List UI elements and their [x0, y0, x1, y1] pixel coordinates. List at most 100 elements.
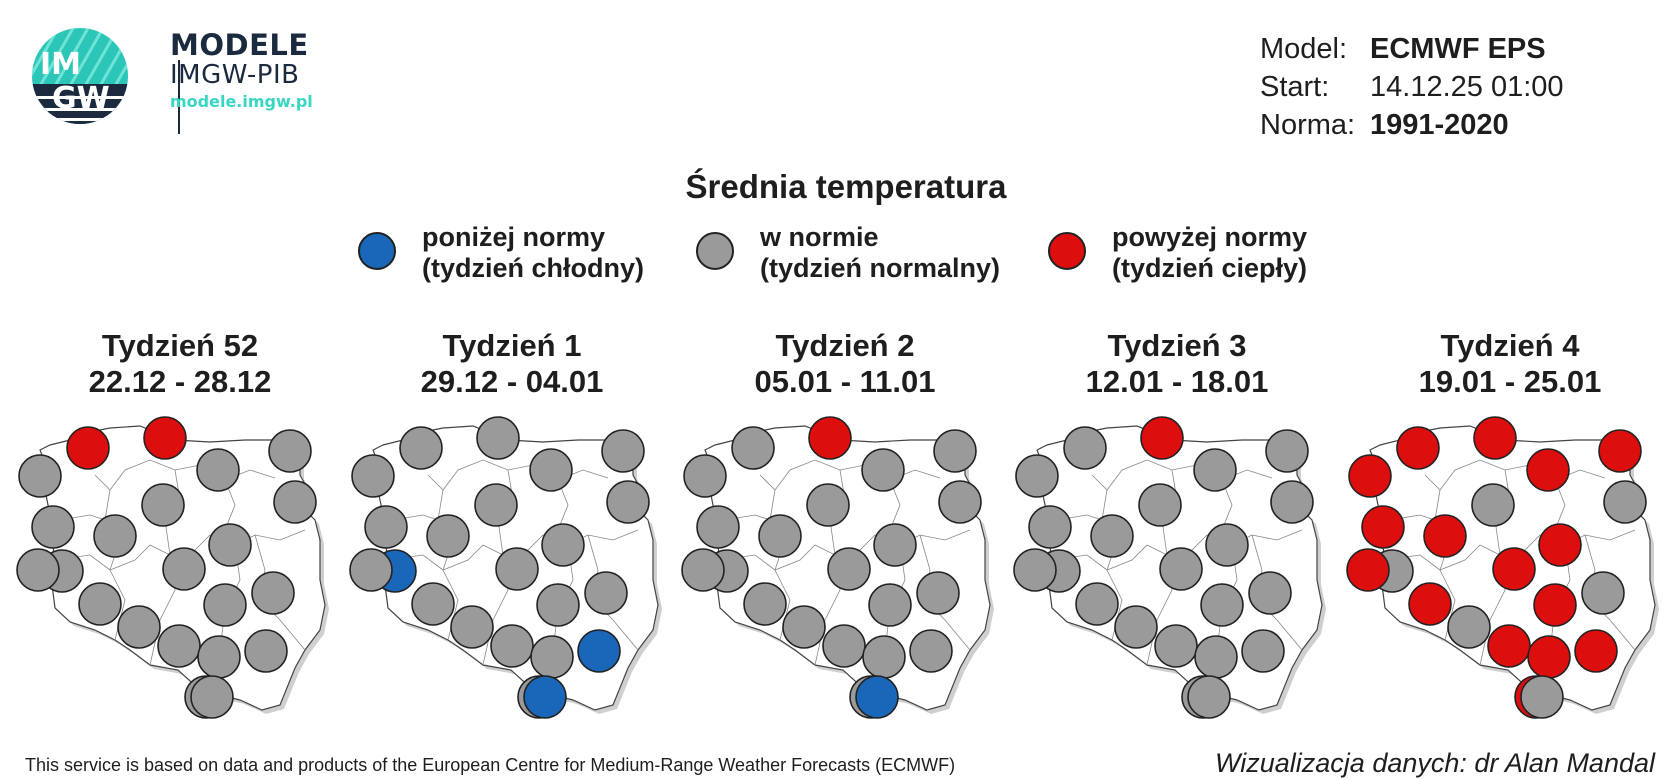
- station-marker: [244, 629, 288, 673]
- station-marker: [1598, 429, 1642, 473]
- legend-cold-text: poniżej normy (tydzień chłodny): [422, 222, 644, 284]
- station-marker: [1538, 523, 1582, 567]
- imgw-logo[interactable]: IM GW: [30, 26, 330, 134]
- station-marker: [1346, 548, 1390, 592]
- station-marker: [196, 448, 240, 492]
- legend-item-cold: poniżej normy (tydzień chłodny): [358, 222, 644, 284]
- station-marker: [1200, 583, 1244, 627]
- station-marker: [1423, 514, 1467, 558]
- station-marker: [117, 605, 161, 649]
- station-marker: [683, 454, 727, 498]
- station-marker: [523, 675, 567, 719]
- station-marker: [1075, 582, 1119, 626]
- station-marker: [873, 523, 917, 567]
- station-marker: [681, 548, 725, 592]
- station-marker: [78, 582, 122, 626]
- map-week-1: [349, 416, 662, 719]
- station-marker: [1408, 582, 1452, 626]
- week-header-3: Tydzień 3 12.01 - 18.01: [1012, 328, 1342, 400]
- station-marker: [1265, 429, 1309, 473]
- station-marker: [1527, 635, 1571, 679]
- station-marker: [1447, 605, 1491, 649]
- station-marker: [827, 547, 871, 591]
- week-dates: 05.01 - 11.01: [754, 364, 936, 399]
- meta-model-value: ECMWF EPS: [1370, 33, 1546, 65]
- legend-item-normal: w normie (tydzień normalny): [696, 222, 1000, 284]
- legend-cold-line1: poniżej normy: [422, 222, 606, 252]
- station-marker: [1090, 514, 1134, 558]
- station-marker: [1473, 416, 1517, 460]
- legend-item-warm: powyżej normy (tydzień ciepły): [1048, 222, 1307, 284]
- station-marker: [1248, 571, 1292, 615]
- station-marker: [808, 416, 852, 460]
- week-dates: 29.12 - 04.01: [420, 364, 604, 399]
- station-marker: [1270, 480, 1314, 524]
- legend-warm-dot: [1048, 232, 1086, 270]
- map-week-4: [1346, 416, 1659, 719]
- meta-norm-label: Norma:: [1260, 109, 1356, 141]
- week-label: Tydzień 52: [101, 328, 259, 363]
- station-marker: [162, 547, 206, 591]
- station-marker: [530, 635, 574, 679]
- station-marker: [93, 514, 137, 558]
- meta-norm-value: 1991-2020: [1370, 109, 1509, 141]
- legend-warm-text: powyżej normy (tydzień ciepły): [1112, 222, 1307, 284]
- station-marker: [349, 548, 393, 592]
- station-marker: [251, 571, 295, 615]
- station-marker: [584, 571, 628, 615]
- station-marker: [66, 426, 110, 470]
- station-marker: [606, 480, 650, 524]
- station-marker: [399, 426, 443, 470]
- station-marker: [909, 629, 953, 673]
- station-marker: [1159, 547, 1203, 591]
- forecast-meta: Model: ECMWF EPS Start: 14.12.25 01:00 N…: [1260, 30, 1564, 144]
- logo-badge-top: IM: [40, 47, 81, 82]
- station-marker: [541, 523, 585, 567]
- meta-model-row: Model: ECMWF EPS: [1260, 30, 1564, 68]
- station-marker: [1015, 454, 1059, 498]
- logo-url-link[interactable]: modele.imgw.pl: [170, 92, 313, 111]
- logo-divider: [178, 60, 180, 134]
- station-marker: [577, 629, 621, 673]
- station-marker: [1193, 448, 1237, 492]
- station-marker: [1241, 629, 1285, 673]
- station-marker: [1063, 426, 1107, 470]
- week-label: Tydzień 2: [775, 328, 915, 363]
- station-marker: [1581, 571, 1625, 615]
- station-marker: [490, 624, 534, 668]
- station-marker: [1533, 583, 1577, 627]
- map-week-3: [1013, 416, 1326, 719]
- station-marker: [1361, 505, 1405, 549]
- station-marker: [601, 429, 645, 473]
- station-marker: [743, 582, 787, 626]
- station-marker: [1138, 483, 1182, 527]
- station-marker: [1114, 605, 1158, 649]
- week-label: Tydzień 4: [1440, 328, 1580, 363]
- station-marker: [203, 583, 247, 627]
- station-marker: [495, 547, 539, 591]
- station-marker: [782, 605, 826, 649]
- station-marker: [855, 675, 899, 719]
- imgw-badge-icon: IM GW: [32, 28, 128, 124]
- legend-normal-line1: w normie: [760, 222, 879, 252]
- meta-norm-row: Norma: 1991-2020: [1260, 106, 1564, 144]
- station-marker: [731, 426, 775, 470]
- station-marker: [806, 483, 850, 527]
- legend-warm-line2: (tydzień ciepły): [1112, 253, 1308, 283]
- week-header-2: Tydzień 2 05.01 - 11.01: [680, 328, 1010, 400]
- week-header-1: Tydzień 1 29.12 - 04.01: [347, 328, 677, 400]
- logo-subtitle: IMGW-PIB: [170, 60, 300, 90]
- week-dates: 22.12 - 28.12: [88, 364, 272, 399]
- station-marker: [31, 505, 75, 549]
- week-header-0: Tydzień 52 22.12 - 28.12: [15, 328, 345, 400]
- station-marker: [1028, 505, 1072, 549]
- station-marker: [758, 514, 802, 558]
- station-marker: [868, 583, 912, 627]
- footer-attribution: This service is based on data and produc…: [25, 755, 956, 775]
- legend-normal-dot: [696, 232, 734, 270]
- station-marker: [1205, 523, 1249, 567]
- station-marker: [822, 624, 866, 668]
- station-marker: [1140, 416, 1184, 460]
- station-marker: [474, 483, 518, 527]
